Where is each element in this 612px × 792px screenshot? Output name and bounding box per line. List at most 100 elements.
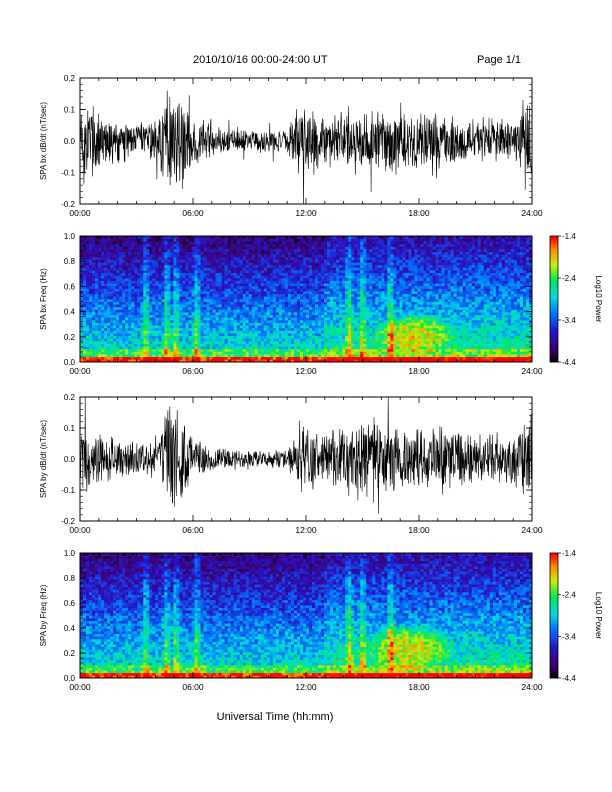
- colorbar-segment: [550, 311, 558, 315]
- x-tick-label: 12:00: [295, 525, 317, 535]
- colorbar-segment: [550, 355, 558, 359]
- y-tick-label: -0.2: [61, 200, 75, 209]
- colorbar-segment: [550, 657, 558, 660]
- x-axis-title: Universal Time (hh:mm): [217, 711, 334, 723]
- colorbar-segment: [550, 669, 558, 673]
- panel-2: -1.4 -2.4 -3.4 -4.4 Log10 Power 00:00 06:00 12:…: [39, 232, 603, 376]
- colorbar-segment: [550, 309, 558, 312]
- colorbar-segment: [550, 634, 558, 637]
- colorbar-segment: [550, 353, 558, 357]
- colorbar-segment: [550, 341, 558, 344]
- y-tick-label: 1.0: [64, 549, 76, 558]
- colorbar-segment: [550, 299, 558, 302]
- colorbar-tick-label: -1.4: [562, 232, 576, 241]
- colorbar-segment: [550, 326, 558, 329]
- colorbar-segment: [550, 242, 558, 245]
- colorbar-segment: [550, 569, 558, 573]
- x-tick-label: 00:00: [69, 366, 91, 376]
- colorbar-segment: [550, 347, 558, 350]
- y-tick-label: 0.8: [64, 257, 76, 266]
- colorbar-segment: [550, 648, 558, 652]
- colorbar-segment: [550, 288, 558, 291]
- colorbar-segment: [550, 586, 558, 589]
- colorbar-segment: [550, 313, 558, 317]
- colorbar-segment: [550, 271, 558, 275]
- y-tick-label: 0.2: [64, 74, 76, 83]
- x-tick-label: 18:00: [408, 525, 430, 535]
- colorbar-segment: [550, 280, 558, 283]
- colorbar-segment: [550, 573, 558, 577]
- colorbar-segment: [550, 644, 558, 648]
- colorbar-segment: [550, 673, 558, 677]
- colorbar-segment: [550, 642, 558, 646]
- colorbar-segment: [550, 338, 558, 342]
- colorbar-segment: [550, 557, 558, 560]
- y-axis-label: SPA by dB/dt (nT/sec): [39, 420, 48, 498]
- colorbar-segment: [550, 617, 558, 621]
- colorbar-label: Log10 Power: [594, 275, 603, 322]
- colorbar-segment: [550, 238, 558, 241]
- page-number: Page 1/1: [477, 54, 522, 66]
- colorbar-segment: [550, 646, 558, 650]
- y-tick-label: -0.1: [61, 169, 75, 178]
- y-tick-label: 0.0: [64, 137, 76, 146]
- colorbar-segment: [550, 324, 558, 327]
- colorbar-segment: [550, 284, 558, 287]
- y-axis-label: SPA bx dB/dt (nT/sec): [39, 102, 48, 180]
- colorbar-segment: [550, 250, 558, 254]
- colorbar-segment: [550, 594, 558, 598]
- colorbar-segment: [550, 596, 558, 600]
- colorbar-segment: [550, 307, 558, 310]
- y-tick-label: 0.2: [64, 333, 76, 342]
- colorbar-frame: [549, 552, 559, 679]
- colorbar-segment: [550, 613, 558, 616]
- colorbar-segment: [550, 259, 558, 262]
- colorbar-segment: [550, 559, 558, 562]
- x-tick-label: 12:00: [295, 208, 317, 218]
- panel-1: 00:00 06:00 12:00 18:00 24:00 0.2 0.1 0.0 -0.1 -0…: [39, 74, 543, 218]
- y-tick-label: 0.2: [64, 649, 76, 658]
- colorbar-tick-label: -3.4: [562, 632, 576, 641]
- colorbar-segment: [550, 653, 558, 656]
- colorbar-segment: [550, 650, 558, 654]
- x-tick-label: 06:00: [182, 682, 204, 692]
- y-tick-label: 0.4: [64, 624, 76, 633]
- colorbar-segment: [550, 265, 558, 268]
- panel-4: -1.4 -2.4 -3.4 -4.4 Log10 Power 00:00 06:00 12:…: [39, 549, 603, 692]
- y-tick-label: 0.4: [64, 308, 76, 317]
- colorbar-segment: [550, 603, 558, 606]
- spectrogram-cells: [80, 236, 533, 363]
- colorbar-segment: [550, 659, 558, 662]
- y-tick-label: 1.0: [64, 232, 76, 241]
- x-tick-label: 24:00: [521, 208, 543, 218]
- colorbar-segment: [550, 359, 558, 363]
- colorbar-segment: [550, 294, 558, 298]
- colorbar-segment: [550, 628, 558, 631]
- colorbar: -1.4 -2.4 -3.4 -4.4 Log10 Power: [549, 549, 603, 683]
- colorbar-segment: [550, 567, 558, 571]
- colorbar-segment: [550, 246, 558, 249]
- colorbar-segment: [550, 630, 558, 633]
- page-title: 2010/10/16 00:00-24:00 UT: [193, 54, 328, 66]
- x-tick-label: 24:00: [521, 682, 543, 692]
- colorbar-segment: [550, 296, 558, 300]
- colorbar-segment: [550, 305, 558, 308]
- colorbar-segment: [550, 303, 558, 306]
- colorbar-segment: [550, 621, 558, 625]
- colorbar-segment: [550, 267, 558, 270]
- colorbar-segment: [550, 273, 558, 277]
- colorbar-segment: [550, 244, 558, 247]
- x-tick-label: 00:00: [69, 208, 91, 218]
- colorbar-segment: [550, 290, 558, 294]
- colorbar-segment: [550, 555, 558, 558]
- y-tick-label: 0.0: [64, 358, 76, 367]
- colorbar-segment: [550, 286, 558, 289]
- plot-frame: [79, 396, 533, 522]
- colorbar-segment: [550, 254, 558, 258]
- colorbar-segment: [550, 269, 558, 273]
- colorbar-segment: [550, 315, 558, 319]
- x-tick-label: 12:00: [295, 682, 317, 692]
- colorbar-segment: [550, 553, 558, 556]
- colorbar-segment: [550, 632, 558, 635]
